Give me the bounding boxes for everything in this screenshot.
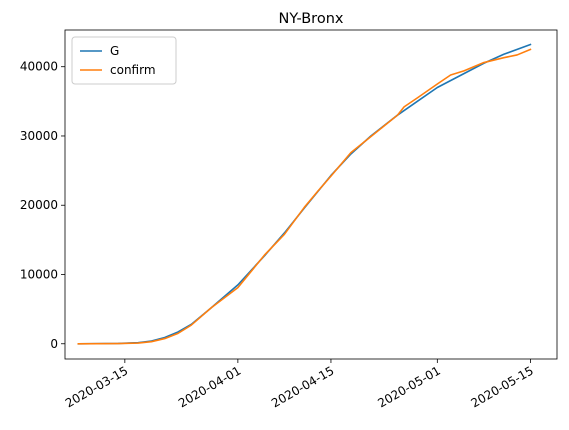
legend-label: confirm bbox=[110, 63, 156, 77]
series-layer bbox=[77, 43, 532, 345]
y-tick-label: 0 bbox=[50, 337, 58, 351]
legend-box bbox=[71, 36, 177, 85]
y-axis: 0 10000 20000 30000 40000 bbox=[20, 60, 65, 351]
plot-frame bbox=[64, 29, 558, 360]
legend-label: G bbox=[110, 44, 119, 58]
plot-area bbox=[65, 30, 557, 359]
series-line-confirm bbox=[77, 48, 532, 345]
y-tick-label: 40000 bbox=[20, 60, 58, 74]
y-tick-label: 10000 bbox=[20, 267, 58, 281]
y-tick-label: 20000 bbox=[20, 198, 58, 212]
y-tick-label: 30000 bbox=[20, 129, 58, 143]
chart-title: NY-Bronx bbox=[279, 11, 344, 27]
